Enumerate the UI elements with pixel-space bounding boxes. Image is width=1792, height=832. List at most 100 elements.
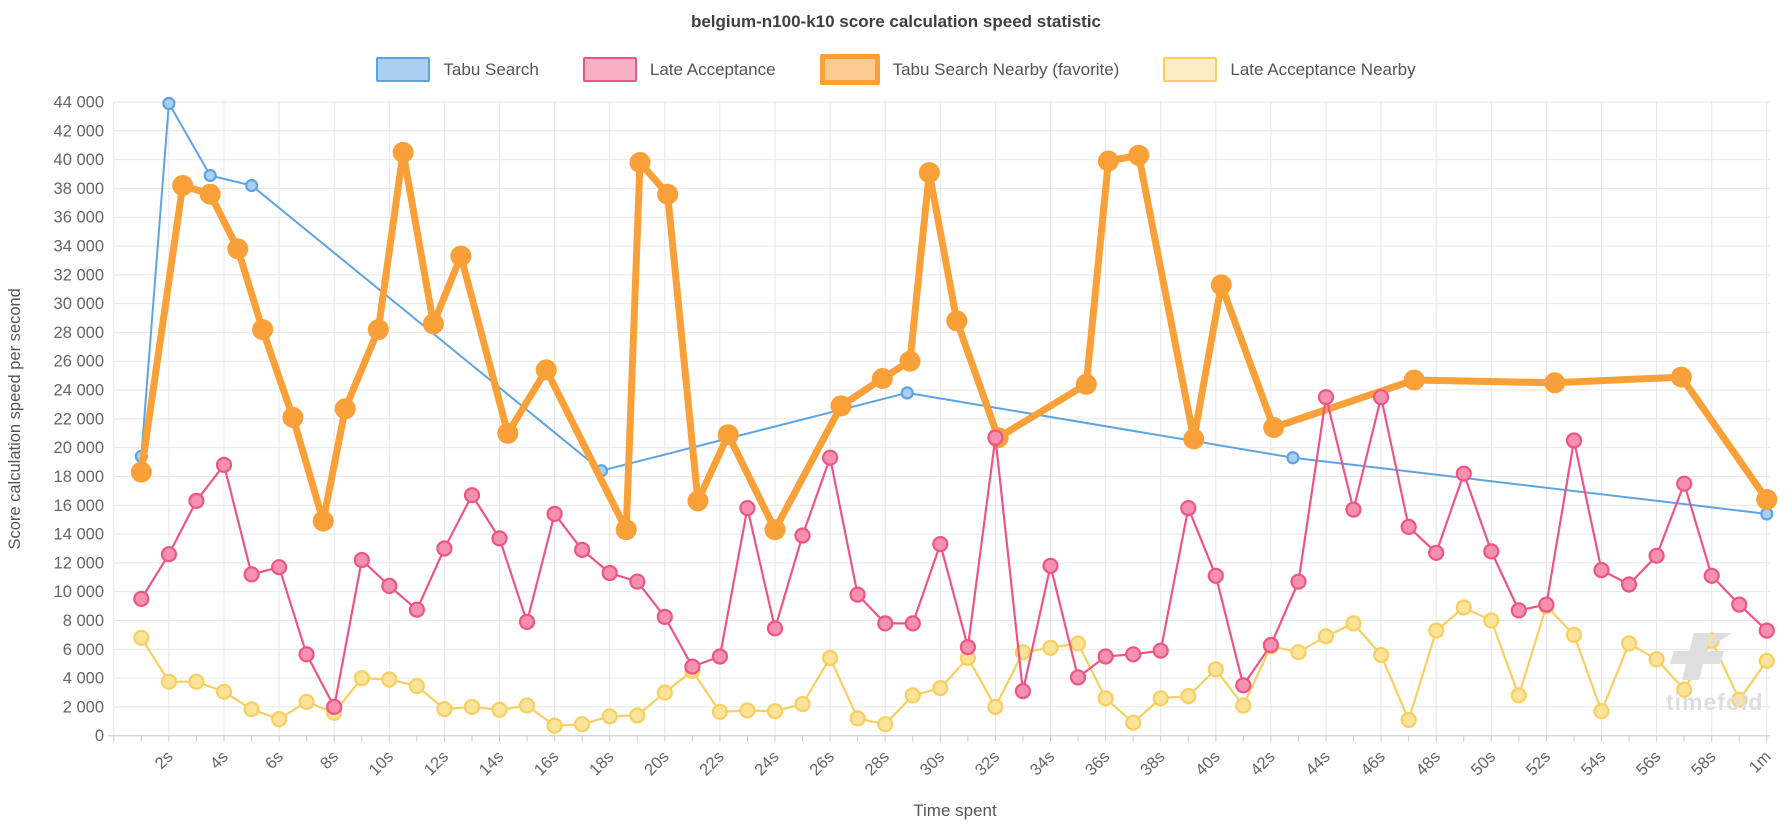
data-point (1097, 690, 1114, 707)
data-point (1428, 622, 1445, 639)
data-point (188, 673, 205, 690)
data-point (1758, 652, 1775, 669)
data-point (353, 669, 370, 687)
data-point (687, 490, 709, 512)
data-point (656, 608, 673, 626)
data-point (932, 535, 949, 553)
data-point (1565, 626, 1583, 644)
y-tick-label: 6 000 (63, 641, 104, 659)
data-point (629, 152, 651, 173)
data-point (1648, 547, 1665, 564)
data-point (518, 697, 536, 714)
data-point (794, 695, 811, 713)
data-point (899, 350, 921, 372)
data-point (298, 693, 315, 711)
data-point (1593, 703, 1610, 720)
data-point (1290, 573, 1307, 590)
data-point (203, 168, 217, 183)
data-point (546, 717, 563, 734)
data-point (1286, 451, 1300, 465)
data-point (1235, 677, 1252, 694)
y-tick-label: 22 000 (54, 410, 104, 428)
data-point (849, 710, 866, 727)
data-point (353, 551, 370, 569)
data-point (227, 238, 249, 260)
data-point (1731, 596, 1748, 613)
x-tick-label: 20s (641, 748, 673, 780)
data-point (1703, 567, 1720, 584)
data-point (601, 564, 618, 582)
legend-item-tabu-search[interactable]: Tabu Search (376, 57, 539, 82)
legend-swatch-icon (819, 54, 880, 85)
x-tick-label: 48s (1412, 748, 1444, 780)
x-axis (107, 735, 1770, 742)
y-tick-label: 4 000 (63, 670, 104, 688)
data-point (243, 566, 260, 583)
data-point (1510, 687, 1527, 704)
legend-label: Late Acceptance (649, 59, 776, 79)
x-tick-label: 14s (476, 748, 508, 780)
data-point (987, 429, 1004, 446)
data-point (739, 500, 756, 517)
y-tick-label: 24 000 (54, 382, 104, 400)
data-point (629, 707, 646, 724)
x-tick-label: 16s (531, 748, 563, 780)
legend-item-late-acceptance-nearby[interactable]: Late Acceptance Nearby (1163, 57, 1416, 82)
data-point (1593, 561, 1610, 579)
y-tick-label: 2 000 (63, 698, 104, 716)
data-point (1014, 682, 1032, 700)
data-point (1544, 372, 1566, 394)
data-point (1069, 635, 1087, 652)
x-tick-label: 28s (861, 748, 893, 780)
data-point (199, 183, 221, 205)
data-point (1180, 687, 1197, 705)
data-point (1648, 651, 1665, 668)
data-point (1760, 507, 1774, 521)
data-point (1620, 635, 1638, 652)
data-point (1317, 628, 1335, 645)
data-point (271, 710, 288, 728)
x-tick-label: 40s (1192, 748, 1224, 780)
y-tick-label: 28 000 (54, 324, 104, 342)
legend: Tabu Search Late Acceptance Tabu Search Ne… (0, 54, 1792, 85)
y-tick-label: 14 000 (54, 526, 104, 544)
data-point (946, 310, 968, 332)
data-point (367, 319, 389, 341)
legend-item-late-acceptance[interactable]: Late Acceptance (582, 57, 776, 82)
series-late-acceptance-nearby (133, 597, 1775, 734)
data-point (1372, 646, 1390, 664)
y-axis-labels: 0 2 000 4 000 6 000 8 000 10 000 12 000 14 000 1… (54, 94, 104, 746)
data-point (422, 313, 444, 335)
data-point (1235, 697, 1252, 714)
data-point (334, 398, 356, 420)
data-point (904, 687, 921, 704)
data-point (491, 701, 508, 718)
data-point (133, 629, 150, 646)
y-tick-label: 10 000 (54, 583, 104, 601)
data-point (877, 716, 894, 733)
data-point (282, 406, 304, 428)
data-point (821, 449, 839, 466)
data-point (1207, 661, 1224, 678)
y-tick-label: 12 000 (54, 554, 104, 572)
data-point (1403, 369, 1425, 391)
x-tick-label: 50s (1468, 748, 1500, 780)
data-point (766, 703, 784, 720)
data-point (160, 546, 177, 563)
x-tick-label: 22s (696, 748, 728, 780)
data-point (1455, 599, 1472, 616)
data-point (629, 573, 646, 590)
legend-swatch-icon (376, 57, 431, 82)
data-point (794, 527, 811, 544)
data-point (1180, 500, 1197, 517)
data-point (1620, 576, 1638, 593)
legend-item-tabu-search-nearby-favorite[interactable]: Tabu Search Nearby (favorite) (819, 54, 1119, 85)
y-tick-label: 42 000 (54, 122, 104, 140)
y-tick-label: 18 000 (54, 468, 104, 486)
data-point (497, 422, 519, 444)
x-tick-label: 38s (1137, 748, 1169, 780)
x-axis-title: Time spent (913, 801, 997, 820)
data-point (1183, 428, 1205, 450)
data-point (1670, 366, 1692, 388)
